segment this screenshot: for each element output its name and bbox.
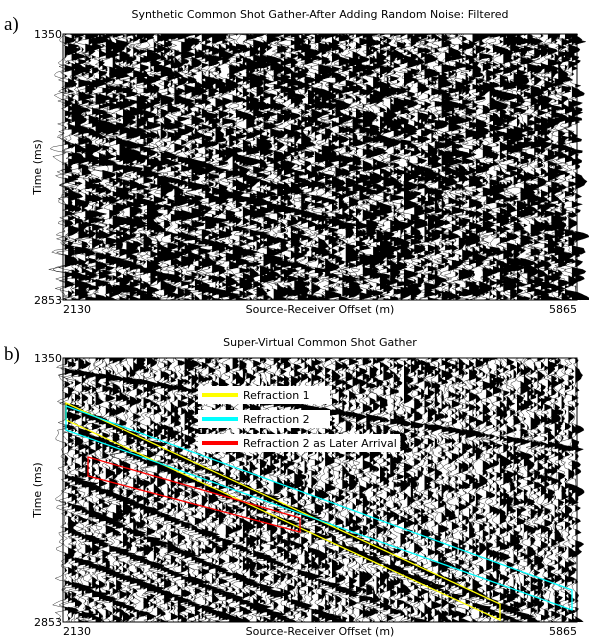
legend-label: Refraction 1 bbox=[243, 389, 310, 402]
x-axis-label: Source-Receiver Offset (m) bbox=[246, 303, 395, 316]
legend-label: Refraction 2 bbox=[243, 413, 310, 426]
panel-label: b) bbox=[4, 344, 20, 365]
y-tick-label: 2853 bbox=[34, 616, 62, 629]
x-axis-label: Source-Receiver Offset (m) bbox=[246, 625, 395, 638]
plot-frame bbox=[62, 357, 578, 623]
y-axis-label: Time (ms) bbox=[31, 462, 44, 518]
x-tick-label: 5865 bbox=[549, 303, 577, 316]
annotation-outline bbox=[65, 405, 573, 611]
y-tick-label: 1350 bbox=[34, 28, 62, 41]
panel-title: Super-Virtual Common Shot Gather bbox=[223, 336, 417, 349]
panel-title: Synthetic Common Shot Gather-After Addin… bbox=[131, 8, 508, 21]
legend: Refraction 1 Refraction 2 Refraction 2 as … bbox=[198, 386, 400, 452]
y-tick-label: 2853 bbox=[34, 294, 62, 307]
y-tick-label: 1350 bbox=[34, 352, 62, 365]
legend-box bbox=[198, 410, 330, 428]
legend-box bbox=[198, 434, 400, 452]
wiggle-traces bbox=[48, 33, 589, 301]
wiggle-line bbox=[48, 33, 589, 301]
wiggle-fill bbox=[64, 34, 589, 300]
annotation-outline bbox=[87, 456, 301, 533]
legend-label: Refraction 2 as Later Arrival bbox=[243, 437, 397, 450]
x-tick-label: 2130 bbox=[63, 303, 91, 316]
x-tick-label: 5865 bbox=[549, 625, 577, 638]
legend-box bbox=[198, 386, 330, 404]
y-axis-label: Time (ms) bbox=[31, 139, 44, 195]
x-tick-label: 2130 bbox=[63, 625, 91, 638]
plot-frame bbox=[62, 33, 578, 301]
panel-label: a) bbox=[4, 14, 19, 35]
